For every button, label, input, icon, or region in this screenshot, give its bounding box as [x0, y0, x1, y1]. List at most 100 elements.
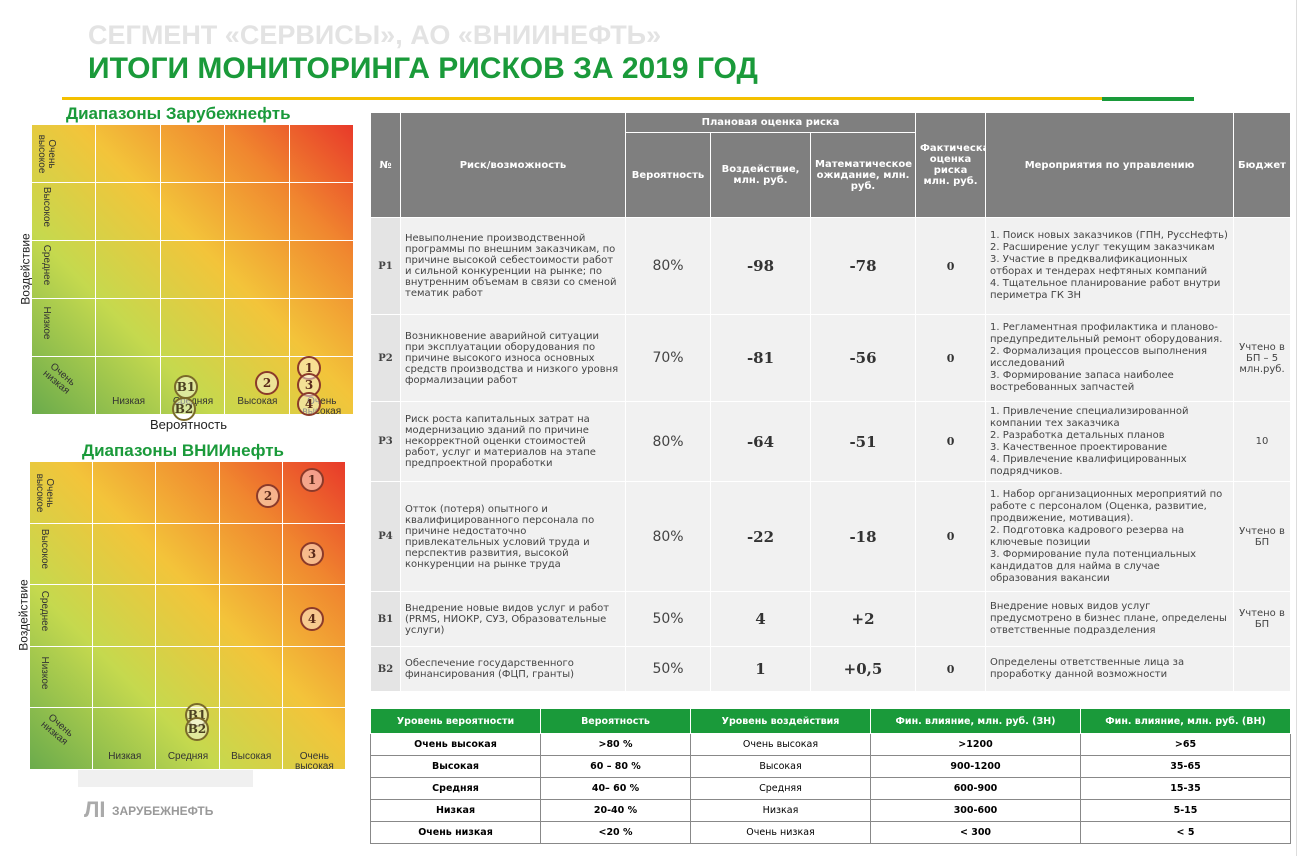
matrix-cell [225, 183, 290, 241]
table-cell: 60 – 80 % [540, 755, 691, 778]
table-cell: 1. Регламентная профилактика и планово-п… [985, 314, 1235, 402]
table-cell: 50% [625, 646, 711, 692]
column-header: Фин. влияние, млн. руб. (ВН) [1080, 708, 1291, 734]
row-label: Низкое [39, 656, 50, 690]
table-cell: Учтено в БП [1233, 481, 1292, 592]
table-cell: Очень низкая [690, 821, 871, 844]
table-cell: +0,5 [809, 646, 917, 692]
matrix-cell [32, 125, 97, 183]
col-label: Очень высокая [295, 751, 334, 772]
matrix-cell [225, 125, 290, 183]
matrix-cell [32, 241, 97, 299]
table-row: B2 Обеспечение государственного финансиро… [370, 646, 1292, 692]
table-row: P2 Возникновение аварийной ситуации при э… [370, 314, 1292, 402]
edge [1296, 0, 1297, 856]
column-header: Вероятность [540, 708, 691, 734]
table-cell: Высокая [690, 755, 871, 778]
matrix-cell [96, 357, 161, 415]
table-cell: Очень низкая [370, 821, 541, 844]
matrix-cell [96, 299, 161, 357]
matrix-title: Диапазоны ВНИИнефть [82, 441, 285, 460]
risk-marker: B2 [172, 397, 196, 421]
risk-marker: 2 [256, 484, 280, 508]
table-cell: Внедрение новых видов услуг предусмотрен… [985, 591, 1235, 647]
risk-marker: 3 [300, 542, 324, 566]
table-cell: Внедрение новые видов услуг и работ (PRM… [400, 591, 626, 647]
table-cell: Отток (потеря) опытного и квалифицирован… [400, 481, 626, 592]
col-label: Высокая [231, 751, 272, 762]
table-cell: Низкая [690, 799, 871, 822]
column-header: Уровень воздействия [690, 708, 871, 734]
col-label: Средняя [167, 751, 209, 762]
matrix-cell [156, 585, 220, 647]
matrix-cell [289, 241, 354, 299]
table-cell: P1 [370, 217, 401, 315]
table-cell: <20 % [540, 821, 691, 844]
matrix-cell [282, 708, 346, 770]
table-cell: -81 [710, 314, 811, 402]
column-header: Математическое ожидание, млн. руб. [809, 132, 917, 218]
table-cell [1233, 217, 1292, 315]
table-cell: 80% [625, 217, 711, 315]
column-header: Мероприятия по управлению [985, 112, 1235, 218]
table-cell: 80% [625, 481, 711, 592]
table-cell: 1. Привлечение специализированной компан… [985, 401, 1235, 482]
table-cell: Высокая [370, 755, 541, 778]
matrix-cell [96, 241, 161, 299]
column-header: Бюджет [1233, 112, 1292, 218]
row-label: Низкое [41, 306, 52, 340]
matrix-cell [219, 646, 283, 709]
matrix-cell [93, 708, 157, 770]
table-cell: >1200 [870, 733, 1081, 756]
col-label: Низкая [108, 751, 142, 762]
table-row: P4 Отток (потеря) опытного и квалифициров… [370, 481, 1292, 592]
risk-table: № Риск/возможность Плановая оценка риска Фа… [370, 112, 1292, 692]
table-cell: Очень высокая [370, 733, 541, 756]
table-cell: >65 [1080, 733, 1291, 756]
risk-marker: B2 [185, 717, 209, 741]
matrix-cell [156, 462, 220, 524]
matrix-cell [156, 523, 220, 586]
table-cell: 0 [915, 217, 987, 315]
matrix-cell [32, 357, 97, 415]
table-cell [1233, 646, 1292, 692]
matrix-cell [289, 299, 354, 357]
table-cell: Очень высокая [690, 733, 871, 756]
table-cell: 1. Поиск новых заказчиков (ГПН, РуссНефт… [985, 217, 1235, 315]
table-cell: 0 [915, 314, 987, 402]
matrix-cell [156, 708, 220, 770]
matrix-cell [96, 125, 161, 183]
table-cell: 0 [915, 481, 987, 592]
matrix-cell [32, 183, 97, 241]
table-cell: B1 [370, 591, 401, 647]
row-label: Среднее [41, 244, 52, 286]
table-cell: 0 [915, 646, 987, 692]
row-label: Очень высокое [36, 134, 57, 174]
table-row: P3 Риск роста капитальных затрат на модер… [370, 401, 1292, 482]
column-header: Риск/возможность [400, 112, 626, 218]
table-cell: Риск роста капитальных затрат на модерни… [400, 401, 626, 482]
matrix-cell [32, 299, 97, 357]
matrix-cell [219, 462, 283, 524]
group-header: Плановая оценка риска [624, 112, 917, 133]
column-header: Уровень вероятности [370, 708, 541, 734]
table-cell: +2 [809, 591, 917, 647]
table-cell: Учтено в БП [1233, 591, 1292, 647]
matrix-cell [219, 585, 283, 647]
table-cell: 0 [915, 401, 987, 482]
risk-matrix: Очень высокое Высокое Среднее Низкое Очень н… [30, 462, 346, 772]
title: ИТОГИ МОНИТОРИНГА РИСКОВ ЗА 2019 ГОД [88, 52, 758, 85]
matrix-cell [156, 646, 220, 709]
table-cell: Возникновение аварийной ситуации при экс… [400, 314, 626, 402]
table-cell: >80 % [540, 733, 691, 756]
table-cell: 600-900 [870, 777, 1081, 800]
table-cell: -51 [809, 401, 917, 482]
matrix-cell [282, 462, 346, 524]
matrix-cell [282, 585, 346, 647]
table-cell: -22 [710, 481, 811, 592]
table-row: Средняя 40– 60 % Средняя 600-900 15-35 [370, 777, 1291, 800]
table-cell: -78 [809, 217, 917, 315]
matrix-cell [225, 357, 290, 415]
column-header: Воздействие, млн. руб. [710, 132, 811, 218]
